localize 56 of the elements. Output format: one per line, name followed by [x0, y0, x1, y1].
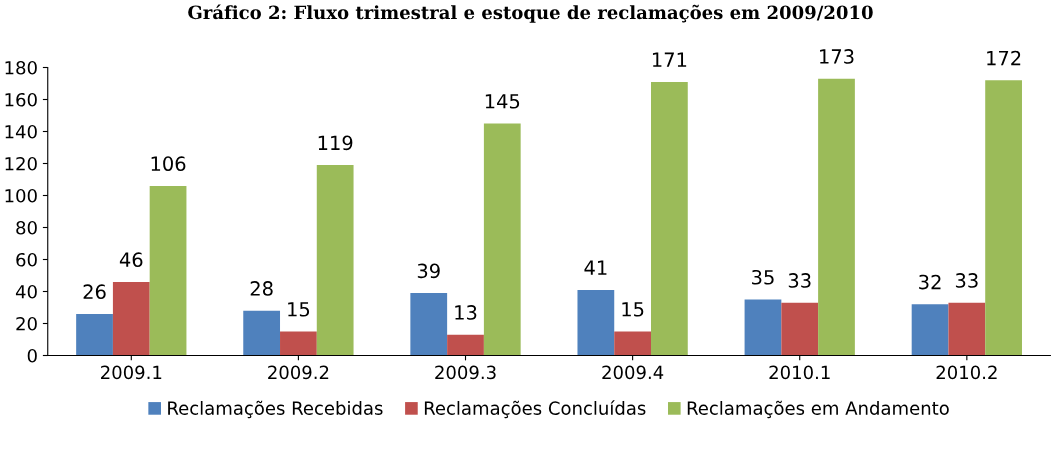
y-tick-label: 160: [5, 92, 37, 107]
bar: [280, 331, 317, 356]
chart-title: Gráfico 2: Fluxo trimestral e estoque de reclamações em 2009/2010: [188, 4, 873, 23]
bar: [818, 78, 855, 356]
data-label: 35: [752, 269, 774, 285]
y-tick-label: 100: [5, 188, 37, 203]
x-tick-label: 2009.3: [435, 365, 496, 380]
y-tick-label: 80: [16, 220, 37, 235]
bar: [911, 304, 949, 356]
y-tick-label: 140: [5, 124, 37, 139]
x-tick-label: 2009.4: [602, 365, 664, 380]
x-tick-label: 2009.1: [101, 365, 162, 380]
data-label: 13: [455, 305, 477, 320]
data-label: 39: [417, 263, 440, 279]
data-label: 15: [288, 302, 310, 317]
data-label: 106: [151, 156, 186, 172]
x-tick-label: 2010.1: [769, 365, 830, 380]
data-label: 26: [83, 284, 106, 300]
bar: [149, 185, 187, 356]
bar: [614, 331, 651, 356]
bar: [744, 299, 782, 356]
data-label: 33: [955, 273, 978, 288]
y-tick-label: 40: [15, 284, 37, 299]
bar: [410, 293, 448, 356]
data-label: 32: [919, 274, 941, 290]
data-label: 145: [485, 94, 520, 109]
bar: [243, 310, 281, 356]
bar: [985, 80, 1022, 356]
bar: [112, 281, 150, 356]
y-tick-label: 180: [5, 60, 37, 75]
legend-label: Reclamações Concluídas: [424, 400, 646, 419]
data-label: 172: [987, 50, 1021, 66]
bar: [781, 302, 819, 356]
x-tick-label: 2009.2: [268, 365, 329, 380]
bar: [76, 313, 113, 356]
legend-label: Reclamações Recebidas: [168, 400, 383, 419]
data-label: 41: [584, 260, 607, 275]
data-label: 46: [119, 252, 143, 268]
data-label: 28: [250, 281, 273, 296]
bar: [316, 165, 354, 356]
y-tick-label: 0: [27, 348, 37, 363]
data-label: 119: [318, 135, 353, 151]
y-tick-label: 20: [16, 316, 37, 331]
data-label: 15: [622, 302, 644, 317]
y-tick-label: 120: [5, 156, 37, 171]
data-label: 171: [652, 52, 687, 67]
bar: [948, 302, 986, 356]
bar: [447, 334, 484, 356]
data-label: 173: [820, 49, 854, 64]
y-tick-label: 60: [16, 252, 37, 267]
bar: [483, 123, 521, 356]
data-label: 33: [788, 273, 811, 288]
legend-label: Reclamações em Andamento: [687, 400, 949, 419]
bar: [651, 81, 688, 356]
x-tick-label: 2010.2: [936, 365, 997, 380]
bar: [577, 289, 615, 356]
